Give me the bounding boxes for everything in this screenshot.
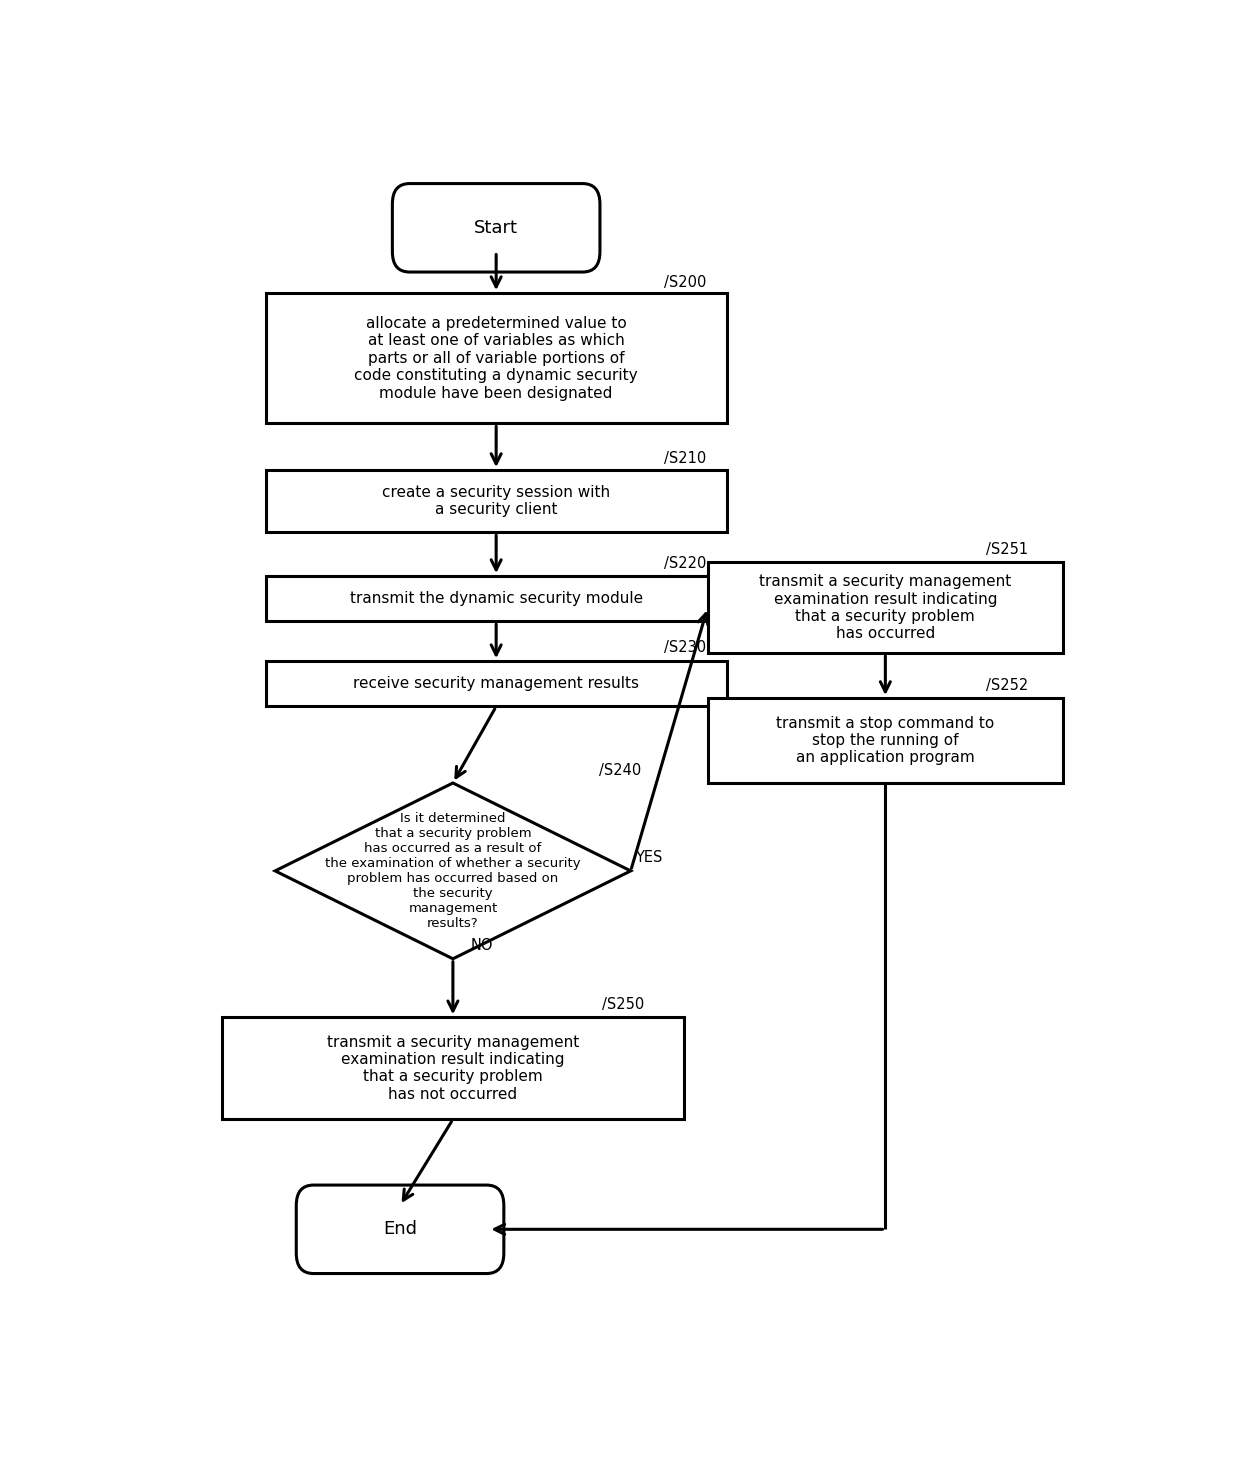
Text: /S250: /S250 (601, 997, 644, 1012)
Bar (265, 576, 727, 622)
Text: /S252: /S252 (986, 678, 1028, 692)
Bar (265, 470, 727, 532)
Text: NO: NO (470, 938, 492, 953)
Text: transmit a security management
examination result indicating
that a security pro: transmit a security management examinati… (327, 1034, 579, 1102)
Bar (708, 698, 1063, 784)
Text: receive security management results: receive security management results (353, 676, 639, 691)
Text: End: End (383, 1220, 417, 1239)
Bar (265, 293, 727, 423)
Bar (222, 1018, 683, 1119)
Text: /S220: /S220 (665, 557, 707, 572)
Text: transmit a stop command to
stop the running of
an application program: transmit a stop command to stop the runn… (776, 716, 994, 766)
Bar (708, 563, 1063, 653)
FancyBboxPatch shape (296, 1186, 503, 1274)
Text: create a security session with
a security client: create a security session with a securit… (382, 485, 610, 517)
Text: /S200: /S200 (665, 275, 707, 290)
Text: /S230: /S230 (665, 641, 707, 655)
Text: /S240: /S240 (599, 763, 641, 778)
Text: transmit the dynamic security module: transmit the dynamic security module (350, 591, 642, 607)
Text: transmit a security management
examination result indicating
that a security pro: transmit a security management examinati… (759, 574, 1012, 641)
Text: Is it determined
that a security problem
has occurred as a result of
the examina: Is it determined that a security problem… (325, 812, 580, 929)
Polygon shape (275, 784, 631, 959)
Text: /S251: /S251 (986, 542, 1028, 557)
Text: allocate a predetermined value to
at least one of variables as which
parts or al: allocate a predetermined value to at lea… (355, 315, 637, 401)
Text: /S210: /S210 (665, 451, 707, 465)
FancyBboxPatch shape (392, 184, 600, 273)
Text: Start: Start (474, 219, 518, 237)
Text: YES: YES (635, 850, 663, 865)
Bar (265, 661, 727, 707)
